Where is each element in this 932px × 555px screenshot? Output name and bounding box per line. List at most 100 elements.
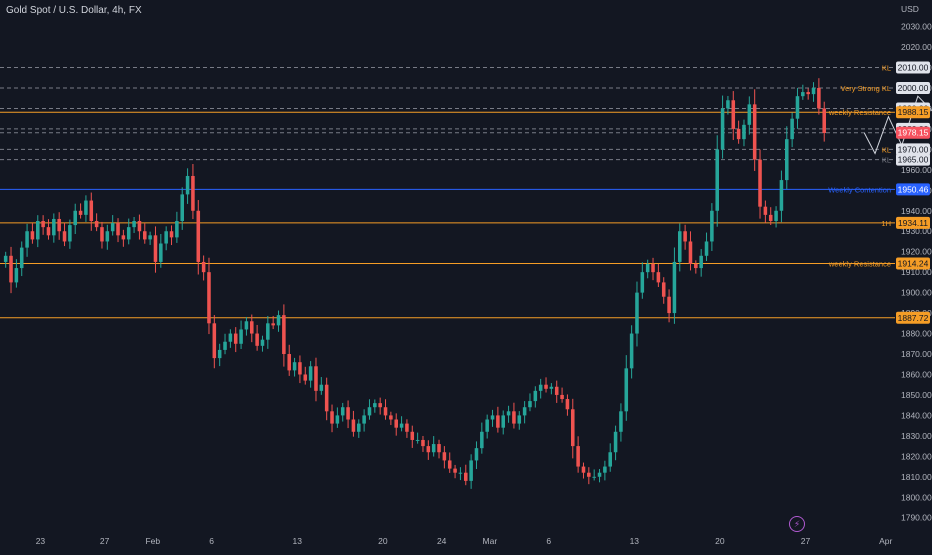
candle <box>255 324 259 351</box>
candle <box>490 409 495 427</box>
levels-layer: KL Very Strong KL weekly Resistance KL KL Wee… <box>0 64 895 319</box>
x-tick-label: 20 <box>378 536 388 546</box>
x-tick-label: Mar <box>483 536 498 546</box>
x-tick-label: 20 <box>715 536 725 546</box>
candle <box>244 316 249 336</box>
candle <box>164 226 168 251</box>
candle <box>501 410 505 435</box>
candle <box>137 214 142 240</box>
candle <box>736 120 741 144</box>
candle <box>110 215 115 236</box>
candle <box>3 251 8 268</box>
y-tick-label: 1840.00 <box>901 410 932 420</box>
candle <box>442 446 447 469</box>
y-tick-label: 1850.00 <box>901 390 932 400</box>
candle <box>768 207 773 225</box>
candle <box>720 95 725 159</box>
price-badge-8: 1950.46 <box>896 183 930 196</box>
candle <box>790 112 794 148</box>
candle <box>73 203 77 234</box>
candle <box>485 414 489 439</box>
candle <box>635 281 639 347</box>
candle <box>399 416 404 432</box>
y-axis: 1790.00 1800.00 1810.00 1820.00 1830.00 1840.… <box>901 22 932 523</box>
candle <box>330 404 334 433</box>
candle <box>52 213 56 243</box>
svg-text:1988.15: 1988.15 <box>898 107 929 117</box>
x-tick-label: Apr <box>879 536 892 546</box>
candle <box>811 82 816 102</box>
candle <box>576 436 580 473</box>
candle <box>233 327 238 353</box>
candle <box>410 425 415 448</box>
level-label-3: weekly Resistance <box>828 108 891 117</box>
candle <box>528 393 532 412</box>
candle <box>431 436 436 457</box>
candle <box>201 255 206 281</box>
candle <box>308 361 313 388</box>
candle <box>806 88 810 100</box>
candle <box>41 215 45 235</box>
svg-text:2000.00: 2000.00 <box>898 83 929 93</box>
candle <box>100 221 104 249</box>
candle <box>292 357 297 377</box>
candle <box>185 168 190 204</box>
candle <box>453 464 457 479</box>
svg-text:2010.00: 2010.00 <box>898 63 929 73</box>
candle <box>319 377 324 395</box>
candle <box>464 464 468 486</box>
price-badges: 2010.002000.001990.001988.151980.001978.… <box>896 61 930 324</box>
price-badge-6: 1970.00 <box>896 143 930 156</box>
candle <box>126 218 131 245</box>
candle <box>560 387 564 403</box>
svg-text:1978.15: 1978.15 <box>898 128 929 138</box>
svg-text:1934.11: 1934.11 <box>898 218 928 228</box>
candle <box>68 219 72 249</box>
candle <box>571 398 575 459</box>
candle <box>699 249 703 277</box>
candle <box>645 259 650 279</box>
y-tick-label: 1820.00 <box>901 451 932 461</box>
candle <box>822 101 826 142</box>
svg-text:1965.00: 1965.00 <box>898 155 929 165</box>
candle <box>9 246 13 294</box>
candle <box>196 200 201 275</box>
candle <box>30 223 35 244</box>
level-label-9: 1H <box>881 219 891 228</box>
candle <box>362 409 366 432</box>
x-tick-label: 24 <box>437 536 447 546</box>
candle <box>19 241 24 277</box>
candle <box>378 397 382 415</box>
candle <box>603 460 607 481</box>
candle <box>565 394 570 416</box>
candle <box>608 443 612 472</box>
y-tick-label: 1860.00 <box>901 369 932 379</box>
x-tick-label: 27 <box>100 536 110 546</box>
level-label-1: Very Strong KL <box>841 84 891 93</box>
candle <box>89 192 94 231</box>
candle <box>763 200 768 223</box>
candle <box>704 232 709 262</box>
candle <box>276 310 281 332</box>
candle <box>46 219 51 240</box>
candle <box>710 203 714 251</box>
candle <box>148 231 152 245</box>
candle <box>153 226 158 273</box>
y-tick-label: 1830.00 <box>901 431 932 441</box>
candle <box>405 419 409 438</box>
lightning-icon[interactable]: ⚡ <box>789 516 805 532</box>
candle <box>394 413 398 436</box>
candle <box>506 405 511 423</box>
candle <box>651 257 655 281</box>
candle <box>324 377 329 421</box>
candle <box>624 355 629 421</box>
candle <box>661 277 666 304</box>
candle <box>817 78 821 115</box>
candle <box>672 247 677 324</box>
projection-path[interactable] <box>863 0 932 155</box>
x-tick-label: 6 <box>546 536 551 546</box>
price-badge-7: 1965.00 <box>896 153 930 166</box>
price-badge-3: 1988.15 <box>896 106 930 119</box>
